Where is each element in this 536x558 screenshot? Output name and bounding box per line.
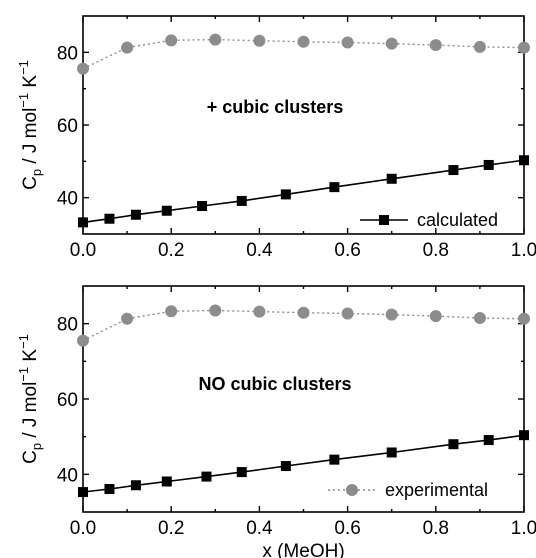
x-tick-label: 0.4 [246,240,273,261]
calculated-point [130,480,141,491]
calculated-point [519,155,529,166]
calculated-point [386,447,397,458]
calculated-point [329,182,340,193]
y-tick-label: 60 [57,390,78,411]
y-axis-label: Cp / J mol−1 K−1 [16,334,44,464]
calculated-point [483,159,494,170]
panel-annotation: NO cubic clusters [198,374,351,394]
calculated-point [448,165,459,176]
x-tick-label: 0.2 [158,518,184,539]
calculated-point [78,217,88,228]
calculated-point [519,430,529,441]
calculated-point [448,439,459,450]
y-tick-label: 80 [57,315,78,336]
y-tick-label: 40 [57,465,78,486]
y-tick-label: 80 [57,43,78,64]
experimental-point [518,41,530,54]
plot-frame [82,285,525,513]
x-tick-label: 0.8 [423,518,449,539]
calculated-point [161,205,172,216]
x-axis-label: x (MeOH) [262,541,344,558]
calculated-point [78,487,88,498]
experimental-point [165,34,178,47]
panel-top: 0.0 0.2 0.4 0.6 0.8 1.0 40 60 80 Cp / J mol−1 K−1… [16,15,536,261]
calculated-point [197,201,208,212]
experimental-point [253,305,266,318]
calculated-point [236,195,247,206]
calculated-point [483,435,494,446]
experimental-point [77,62,89,75]
experimental-point [473,40,486,53]
experimental-point [341,36,354,49]
calculated-point [236,467,247,478]
x-tick-label: 0.8 [423,240,449,261]
x-tick-label: 0.0 [70,240,96,261]
calculated-point [130,209,141,220]
x-tick-label: 0.6 [334,518,360,539]
legend-marker [379,215,389,225]
plot-frame [82,15,525,235]
experimental-point [429,310,442,323]
x-tick-label: 0.0 [70,518,96,539]
calculated-point [104,484,115,495]
calculated-point [280,189,291,200]
calculated-point [386,173,397,184]
x-tick-label: 0.6 [334,240,360,261]
experimental-point [518,312,530,325]
y-axis-label: Cp / J mol−1 K−1 [16,60,44,190]
legend-label: calculated [417,210,498,230]
calculated-point [104,213,115,224]
x-tick-label: 0.2 [158,240,184,261]
x-tick-label: 0.4 [246,518,273,539]
calculated-point [329,454,340,465]
experimental-point [165,305,178,318]
x-tick-label: 1.0 [511,518,536,539]
legend-label: experimental [385,480,488,500]
experimental-point [209,304,222,317]
legend: calculated [360,210,498,230]
experimental-point [121,312,134,325]
y-tick-label: 60 [57,116,78,137]
legend-marker [346,484,358,496]
experimental-point [297,306,310,319]
experimental-point [341,307,354,320]
panel-annotation: + cubic clusters [207,97,344,117]
experimental-point [253,34,266,47]
experimental-point [385,37,398,50]
experimental-point [297,35,310,48]
experimental-point [209,33,222,46]
experimental-point [121,41,134,54]
calculated-point [201,471,212,482]
experimental-point [473,312,486,325]
experimental-point [385,308,398,321]
legend: experimental [328,480,488,500]
experimental-point [77,334,89,347]
panel-bottom: 0.0 0.2 0.4 0.6 0.8 1.0 40 60 80 Cp / J mol−1 K−1… [16,285,536,558]
x-tick-label: 1.0 [511,240,536,261]
y-tick-label: 40 [57,189,78,210]
experimental-point [429,39,442,52]
calculated-point [280,461,291,472]
calculated-point [161,476,172,487]
